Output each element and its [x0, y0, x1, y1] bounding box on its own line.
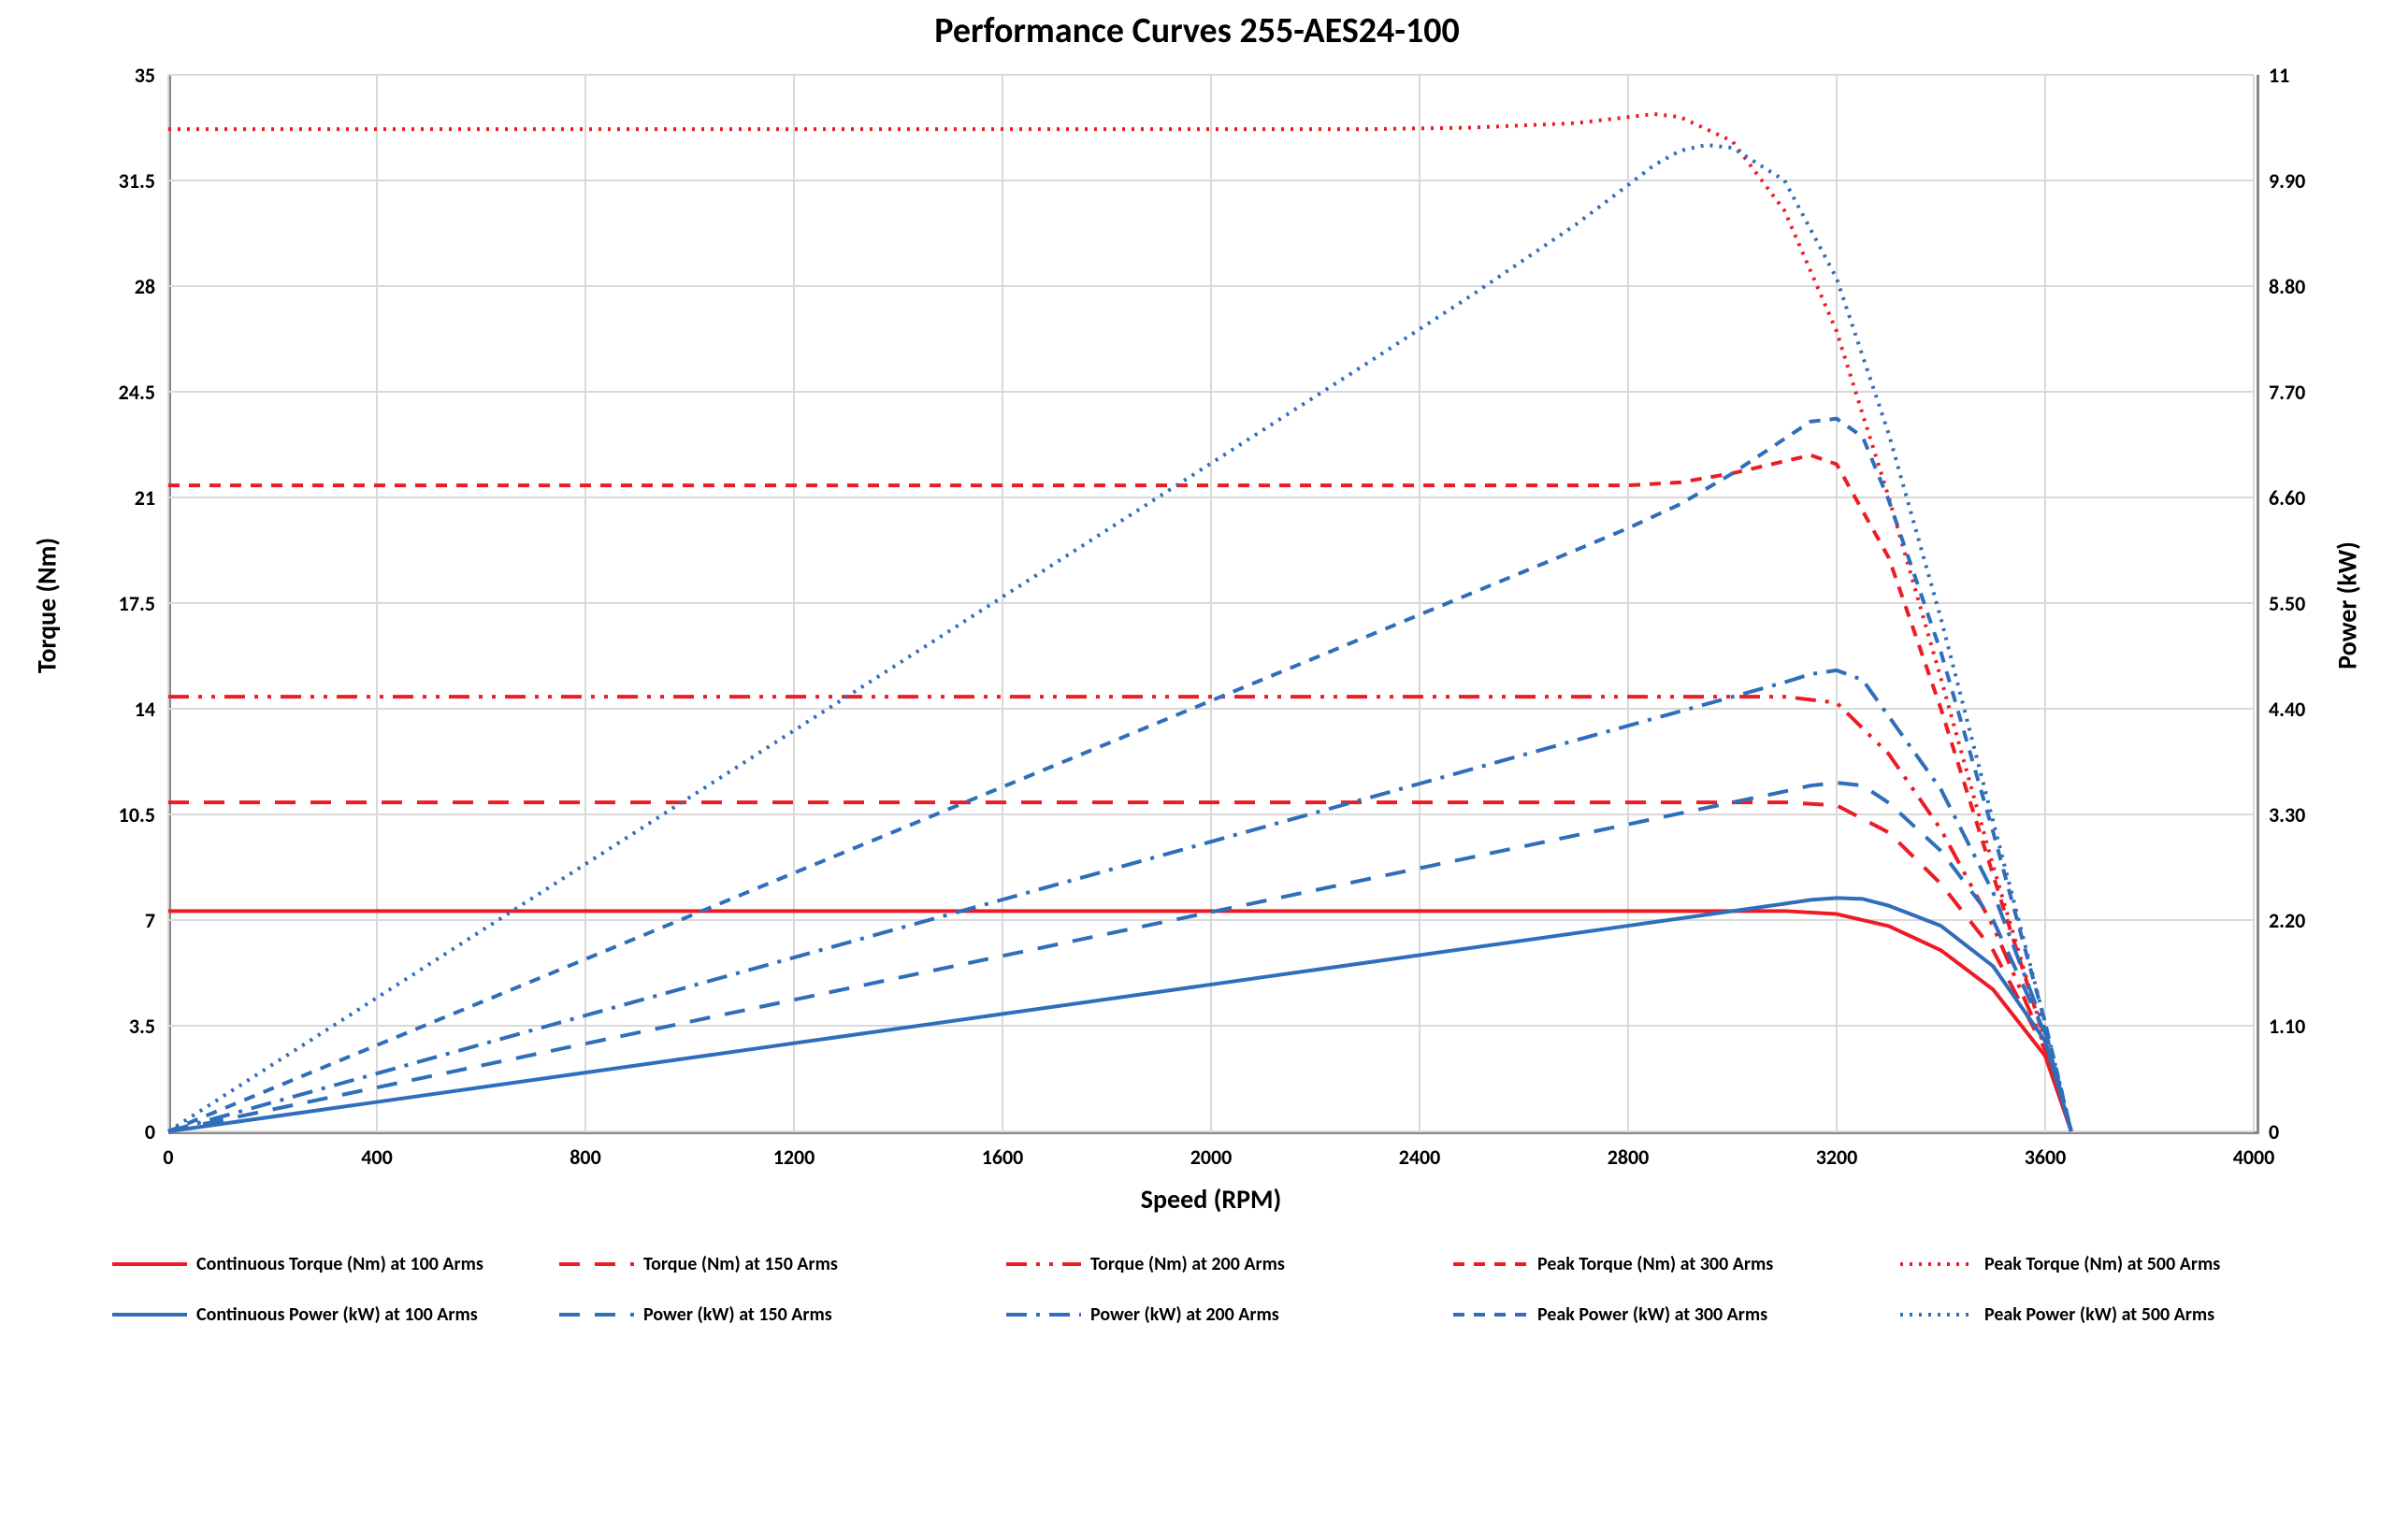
legend-item-power_500: Peak Power (kW) at 500 Arms — [1900, 1303, 2310, 1326]
legend-item-torque_100: Continuous Torque (Nm) at 100 Arms — [112, 1253, 522, 1275]
x-tick: 800 — [557, 1144, 613, 1170]
x-tick: 0 — [140, 1144, 196, 1170]
x-tick: 400 — [349, 1144, 405, 1170]
legend-swatch — [559, 1303, 634, 1326]
legend-item-power_100: Continuous Power (kW) at 100 Arms — [112, 1303, 522, 1326]
legend-label: Peak Power (kW) at 300 Arms — [1537, 1303, 1767, 1326]
legend-swatch — [1453, 1253, 1528, 1275]
y-left-tick: 35 — [135, 63, 155, 88]
legend-item-torque_150: Torque (Nm) at 150 Arms — [559, 1253, 969, 1275]
series-torque_500 — [168, 114, 2071, 1131]
y-right-tick: 6.60 — [2269, 485, 2305, 511]
y-left-tick: 31.5 — [119, 168, 155, 194]
legend-label: Torque (Nm) at 150 Arms — [643, 1253, 838, 1275]
legend-row: Continuous Torque (Nm) at 100 Arms Torque… — [112, 1253, 2310, 1275]
legend-label: Power (kW) at 200 Arms — [1090, 1303, 1279, 1326]
legend-label: Peak Torque (Nm) at 300 Arms — [1537, 1253, 1773, 1275]
y-left-tick: 21 — [135, 485, 155, 511]
legend-label: Peak Power (kW) at 500 Arms — [1984, 1303, 2214, 1326]
x-tick: 2000 — [1183, 1144, 1239, 1170]
series-power_500 — [168, 145, 2071, 1131]
x-tick: 3600 — [2017, 1144, 2073, 1170]
y-right-tick: 11 — [2269, 63, 2289, 88]
x-tick: 2800 — [1600, 1144, 1656, 1170]
legend-item-torque_300: Peak Torque (Nm) at 300 Arms — [1453, 1253, 1863, 1275]
y-right-tick: 7.70 — [2269, 380, 2305, 405]
chart-container: Performance Curves 255-AES24-100 Torque … — [0, 0, 2394, 1540]
series-torque_100 — [168, 911, 2071, 1131]
y-left-tick: 10.5 — [119, 802, 155, 828]
x-tick: 4000 — [2226, 1144, 2282, 1170]
series-torque_150 — [168, 802, 2071, 1131]
series-torque_200 — [168, 697, 2071, 1131]
x-tick: 3200 — [1809, 1144, 1865, 1170]
y-right-tick: 0 — [2269, 1119, 2279, 1144]
legend-swatch — [559, 1253, 634, 1275]
y-left-tick: 7 — [145, 908, 155, 933]
legend-swatch — [1006, 1253, 1081, 1275]
y-right-tick: 9.90 — [2269, 168, 2305, 194]
y-left-tick: 17.5 — [119, 591, 155, 616]
legend: Continuous Torque (Nm) at 100 Arms Torque… — [112, 1253, 2310, 1326]
series-power_300 — [168, 419, 2071, 1131]
legend-label: Power (kW) at 150 Arms — [643, 1303, 832, 1326]
legend-item-power_150: Power (kW) at 150 Arms — [559, 1303, 969, 1326]
legend-label: Continuous Torque (Nm) at 100 Arms — [196, 1253, 483, 1275]
y-left-tick: 3.5 — [129, 1014, 155, 1039]
series-power_150 — [168, 783, 2071, 1131]
legend-label: Peak Torque (Nm) at 500 Arms — [1984, 1253, 2220, 1275]
y-left-tick: 24.5 — [119, 380, 155, 405]
x-axis-label: Speed (RPM) — [168, 1183, 2254, 1216]
y-right-tick: 8.80 — [2269, 274, 2305, 299]
legend-swatch — [1900, 1303, 1975, 1326]
y-right-tick: 3.30 — [2269, 802, 2305, 828]
legend-item-power_200: Power (kW) at 200 Arms — [1006, 1303, 1416, 1326]
y-right-tick: 4.40 — [2269, 697, 2305, 722]
y-left-tick: 14 — [135, 697, 155, 722]
legend-item-torque_200: Torque (Nm) at 200 Arms — [1006, 1253, 1416, 1275]
legend-swatch — [112, 1253, 187, 1275]
x-tick: 2400 — [1392, 1144, 1448, 1170]
legend-item-torque_500: Peak Torque (Nm) at 500 Arms — [1900, 1253, 2310, 1275]
legend-swatch — [1006, 1303, 1081, 1326]
series-torque_300 — [168, 455, 2071, 1131]
legend-row: Continuous Power (kW) at 100 Arms Power (… — [112, 1303, 2310, 1326]
x-tick: 1600 — [974, 1144, 1031, 1170]
y-right-tick: 5.50 — [2269, 591, 2305, 616]
legend-label: Torque (Nm) at 200 Arms — [1090, 1253, 1285, 1275]
y-left-tick: 28 — [135, 274, 155, 299]
legend-label: Continuous Power (kW) at 100 Arms — [196, 1303, 478, 1326]
legend-swatch — [1453, 1303, 1528, 1326]
legend-swatch — [112, 1303, 187, 1326]
y-right-tick: 2.20 — [2269, 908, 2305, 933]
y-left-tick: 0 — [145, 1119, 155, 1144]
y-right-tick: 1.10 — [2269, 1014, 2305, 1039]
legend-item-power_300: Peak Power (kW) at 300 Arms — [1453, 1303, 1863, 1326]
legend-swatch — [1900, 1253, 1975, 1275]
x-tick: 1200 — [766, 1144, 822, 1170]
